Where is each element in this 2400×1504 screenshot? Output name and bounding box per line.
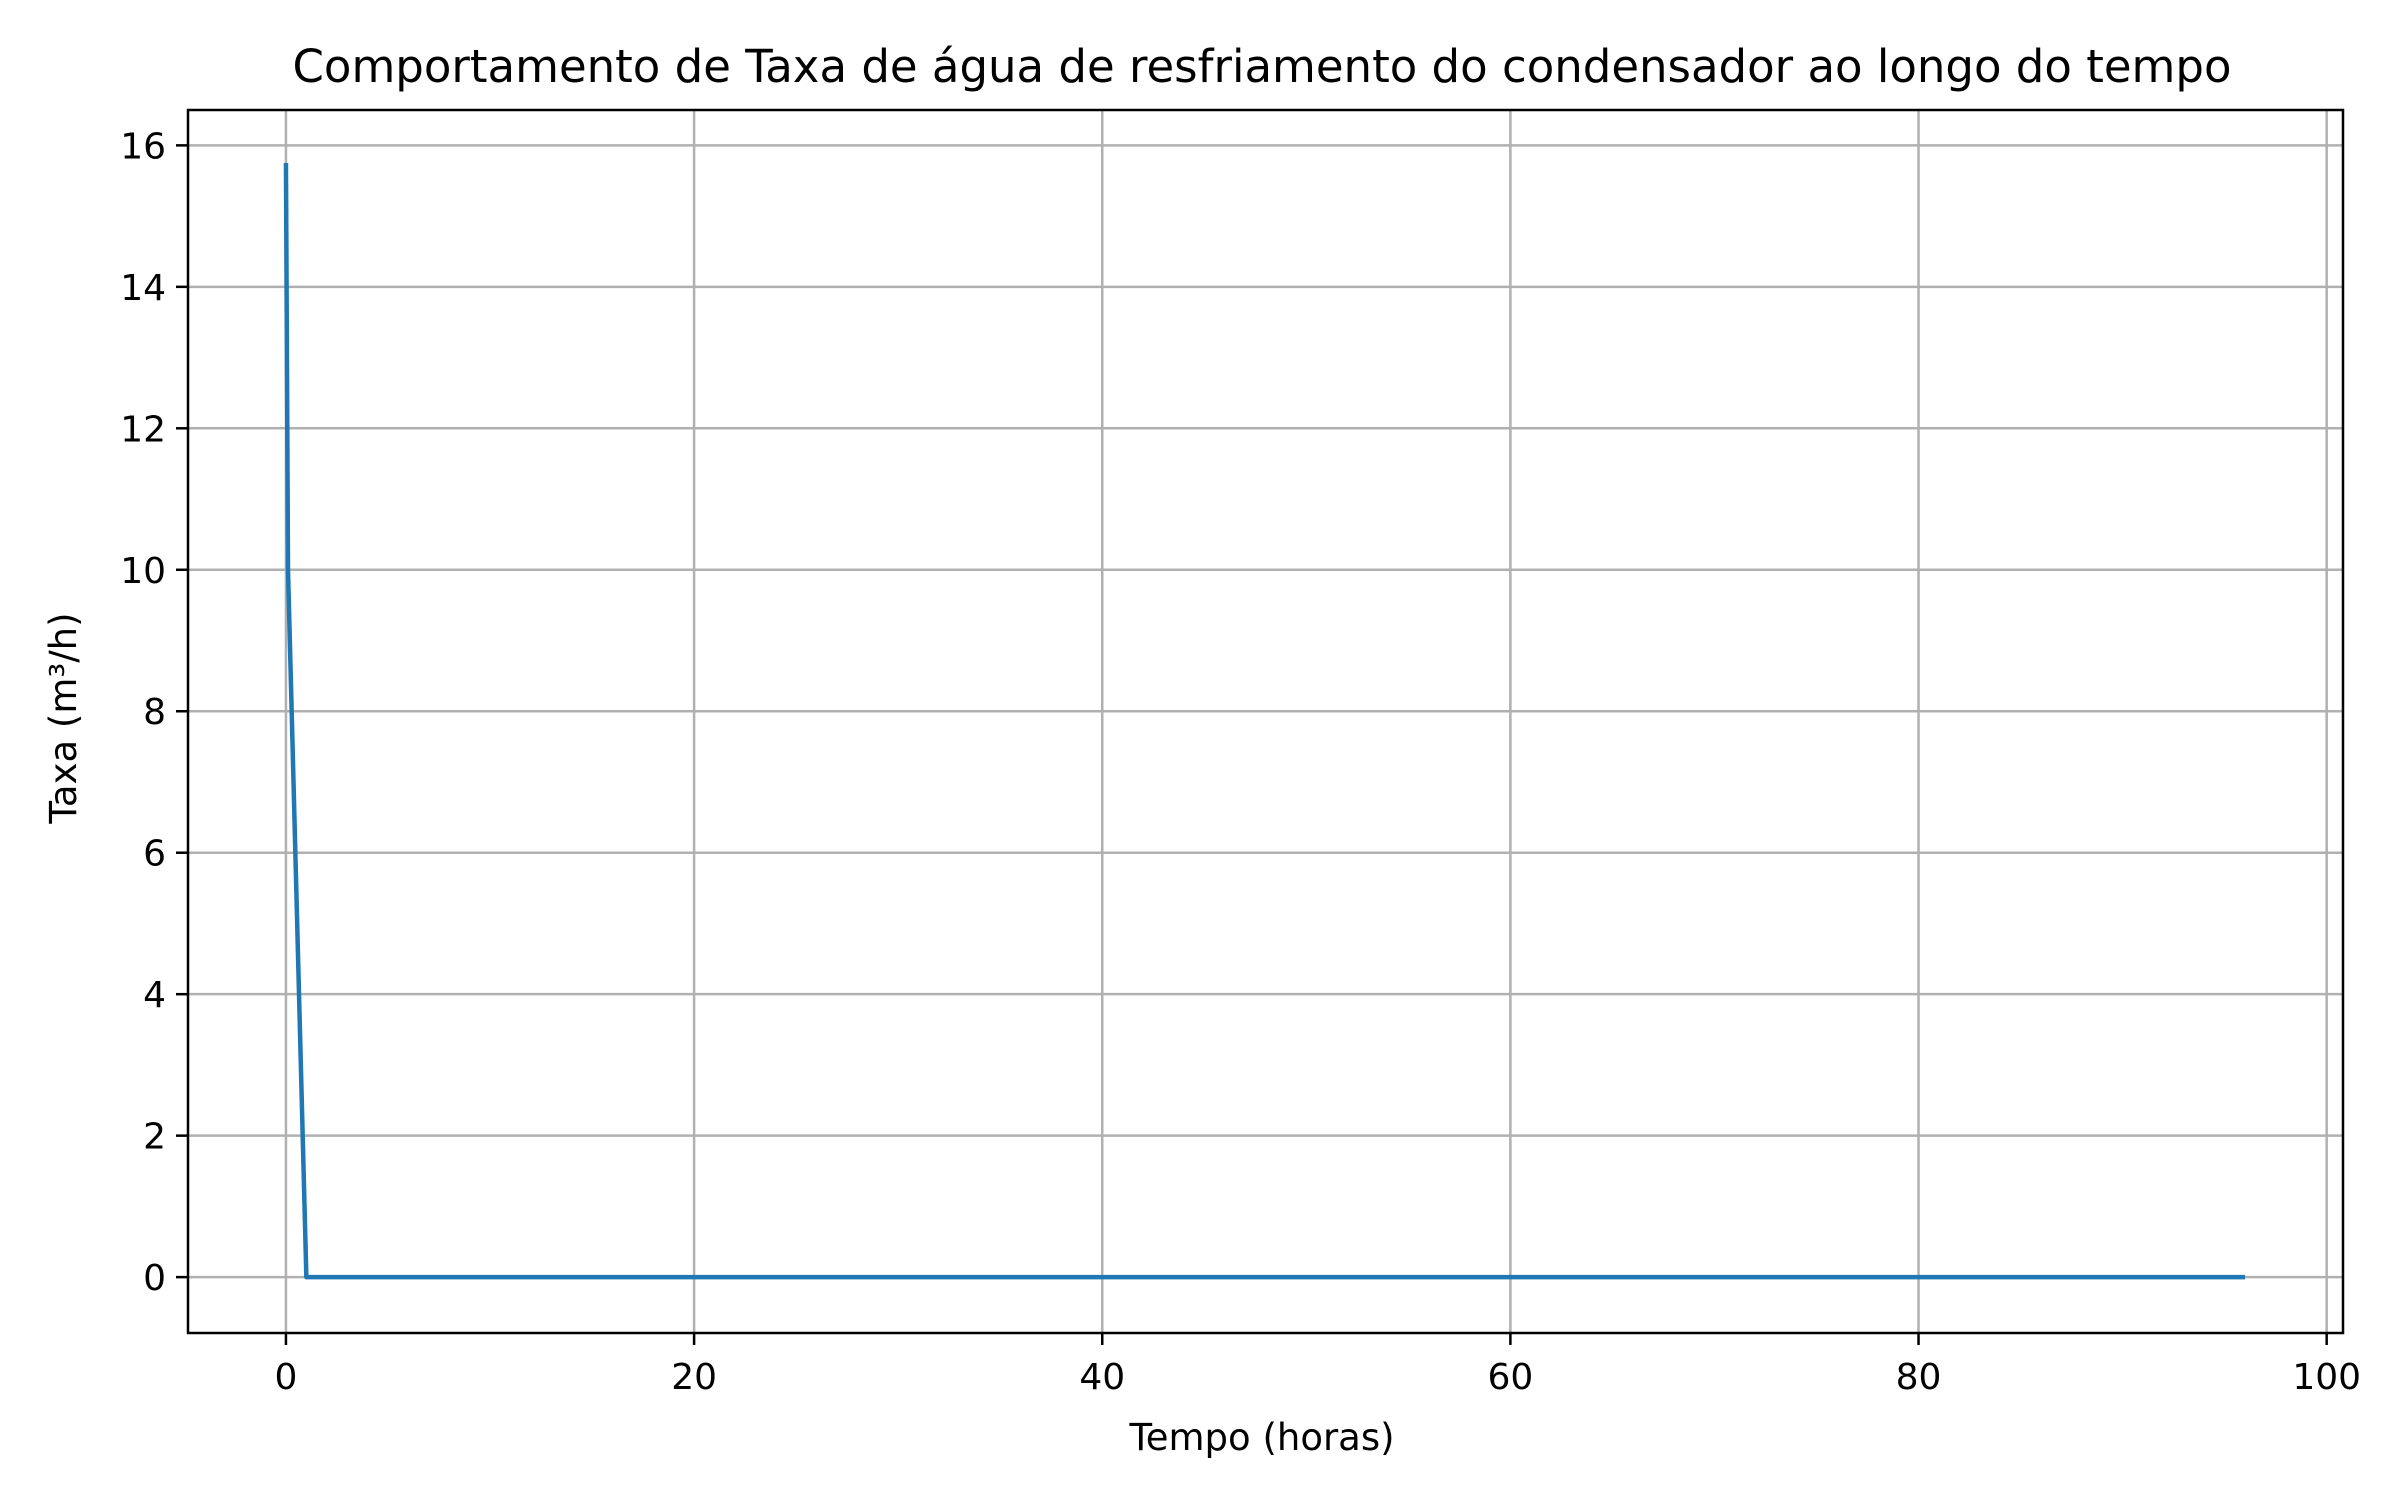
x-tick-label: 20 [671,1357,717,1398]
y-tick-label: 8 [143,692,166,733]
y-tick-label: 14 [120,268,166,309]
y-tick-label: 12 [120,409,166,450]
series-layer [283,163,2246,1280]
chart-title: Comportamento de Taxa de água de resfria… [293,40,2232,93]
x-tick-label: 60 [1487,1357,1533,1398]
y-axis-label: Taxa (m³/h) [42,612,85,824]
x-axis-label: Tempo (horas) [1128,1416,1394,1459]
x-tick-label: 100 [2292,1357,2361,1398]
plot-frame [186,108,2345,1335]
y-tick-label: 16 [120,126,166,167]
y-tick-label: 4 [143,975,166,1016]
tick-layer: 0 20 40 60 80 100 0 2 4 6 8 10 12 14 16 [120,126,2361,1398]
y-tick-label: 2 [143,1117,166,1158]
x-tick-label: 80 [1896,1357,1942,1398]
series-line [283,163,2246,1280]
y-tick-label: 6 [143,834,166,875]
x-tick-label: 0 [275,1357,298,1398]
grid-layer [188,110,2343,1333]
y-tick-label: 10 [120,551,166,592]
x-tick-label: 40 [1079,1357,1125,1398]
y-tick-label: 0 [143,1258,166,1299]
